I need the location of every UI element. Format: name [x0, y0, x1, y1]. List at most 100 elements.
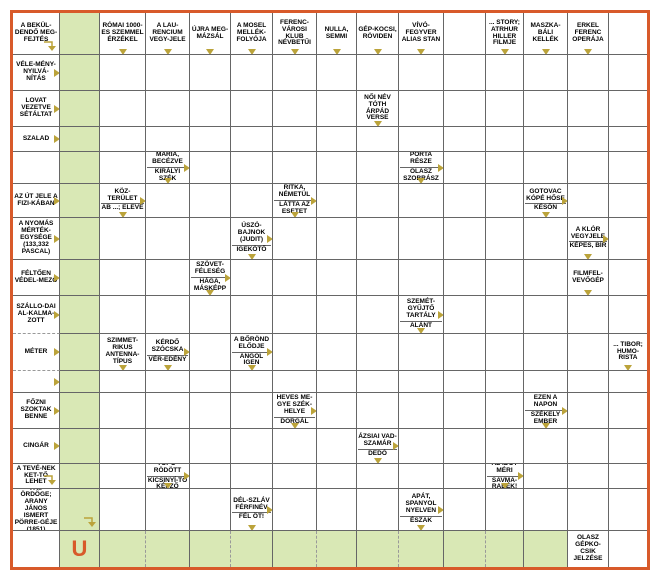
cell-r12c5 [231, 429, 273, 464]
cell-r9c2: SZIMMET-RIKUS ANTENNA-TÍPUS [100, 334, 146, 371]
cell-r13c7 [317, 464, 357, 489]
cell-r15c9 [399, 531, 444, 567]
cell-r4c12 [524, 152, 568, 184]
cell-r12c12 [524, 429, 568, 464]
cell-r7c12 [524, 260, 568, 296]
cell-r10c5 [231, 371, 273, 393]
cell-r7c9 [399, 260, 444, 296]
clue: ERKEL FERENC OPERÁJA [568, 13, 608, 54]
cell-r13c1 [60, 464, 100, 489]
cell-r11c4 [190, 393, 231, 429]
cell-r13c0: A TEVÉ-NEK KET-TŐ LEHET [13, 464, 60, 489]
cell-r13c11: AZ IDŐT MÉRISAVMA-RADÉK! [486, 464, 524, 489]
cell-r14c2 [100, 489, 146, 531]
cell-r9c8 [357, 334, 399, 371]
crossword-grid: A BEKÜL-DENDŐ MEG-FEJTÉSRÓMAI 1000-ES SZ… [10, 10, 650, 570]
clue-split: A KLÓR VEGYJELEKÉPES, BÍR [568, 218, 608, 259]
cell-r9c4 [190, 334, 231, 371]
cell-r2c9 [399, 91, 444, 127]
cell-r10c2 [100, 371, 146, 393]
cell-r11c13 [568, 393, 609, 429]
cell-r7c6 [273, 260, 317, 296]
cell-r13c6 [273, 464, 317, 489]
cell-r14c11 [486, 489, 524, 531]
cell-r7c13: FILMFEL-VEVŐGÉP [568, 260, 609, 296]
cell-r15c1: U [60, 531, 100, 567]
cell-r10c1 [60, 371, 100, 393]
clue: A MOSEL MELLÉK-FOLYÓJA [231, 13, 272, 54]
cell-r12c9 [399, 429, 444, 464]
cell-r11c3 [146, 393, 190, 429]
cell-r8c9: SZEMÉT-GYŰJTŐ TARTÁLYALÁNT [399, 296, 444, 334]
cell-r14c1 [60, 489, 100, 531]
cell-r4c8 [357, 152, 399, 184]
cell-r10c0 [13, 371, 60, 393]
cell-r14c5: DÉL-SZLÁV FÉRFINÉVFÉL ÖT! [231, 489, 273, 531]
cell-r9c1 [60, 334, 100, 371]
cell-r4c3: MÁRIA, BECÉZVEKIRÁLYI SZÉK [146, 152, 190, 184]
cell-r15c14 [609, 531, 647, 567]
cell-r2c5 [231, 91, 273, 127]
cell-r11c7 [317, 393, 357, 429]
cell-r7c7 [317, 260, 357, 296]
cell-r0c12: MASZKA-BÁLI KELLÉK [524, 13, 568, 55]
cell-r6c8 [357, 218, 399, 260]
cell-r12c4 [190, 429, 231, 464]
cell-r10c3 [146, 371, 190, 393]
cell-r0c11: ... STORY; ATRHUR HILLER FILMJE [486, 13, 524, 55]
cell-r9c7 [317, 334, 357, 371]
cell-r5c7 [317, 184, 357, 218]
cell-r4c10 [444, 152, 486, 184]
cell-r8c12 [524, 296, 568, 334]
cell-r15c3 [146, 531, 190, 567]
cell-r7c8 [357, 260, 399, 296]
clue: MÉTER [13, 334, 59, 370]
clue: NULLA, SEMMI [317, 13, 356, 54]
cell-r14c8 [357, 489, 399, 531]
cell-r13c10 [444, 464, 486, 489]
cell-r3c10 [444, 127, 486, 152]
cell-r15c0 [13, 531, 60, 567]
cell-r10c13 [568, 371, 609, 393]
cell-r7c10 [444, 260, 486, 296]
cell-r14c12 [524, 489, 568, 531]
cell-r8c13 [568, 296, 609, 334]
cell-r15c11 [486, 531, 524, 567]
cell-r9c5: A BŐRÖND ELŐDJEANGOL IGEN [231, 334, 273, 371]
cell-r3c0: SZALAD [13, 127, 60, 152]
cell-r4c5 [231, 152, 273, 184]
arrow-right-down-icon [43, 38, 57, 52]
cell-r5c6: RITKA, NÉMETÜLLÁTTA AZ ESETET [273, 184, 317, 218]
cell-r3c7 [317, 127, 357, 152]
cell-r11c10 [444, 393, 486, 429]
cell-r2c6 [273, 91, 317, 127]
clue: FÉLTŐEN VÉDEL-MEZŐ [13, 260, 59, 295]
cell-r15c13: OLASZ GÉPKO-CSIK JELZÉSE [568, 531, 609, 567]
cell-r1c7 [317, 55, 357, 91]
cell-r10c11 [486, 371, 524, 393]
cell-r6c14 [609, 218, 647, 260]
cell-r11c9 [399, 393, 444, 429]
cell-r4c0 [13, 152, 60, 184]
cell-r6c7 [317, 218, 357, 260]
cell-r2c14 [609, 91, 647, 127]
cell-r8c8 [357, 296, 399, 334]
cell-r15c4 [190, 531, 231, 567]
cell-r4c13 [568, 152, 609, 184]
cell-r9c3: KÉRDŐ SZÓCSKAVÉR-EDÉNY [146, 334, 190, 371]
cell-r13c9 [399, 464, 444, 489]
cell-r0c7: NULLA, SEMMI [317, 13, 357, 55]
cell-r14c10 [444, 489, 486, 531]
cell-r3c13 [568, 127, 609, 152]
cell-r6c4 [190, 218, 231, 260]
cell-r1c4 [190, 55, 231, 91]
cell-r2c1 [60, 91, 100, 127]
cell-r4c9: PORTA RÉSZEOLASZ SZOBRÁSZ [399, 152, 444, 184]
cell-r8c7 [317, 296, 357, 334]
cell-r1c1 [60, 55, 100, 91]
clue: A NYOMÁS MÉRTÉK-EGYSÉGE (133,332 PASCAL) [13, 218, 59, 259]
cell-r11c1 [60, 393, 100, 429]
cell-r7c11 [486, 260, 524, 296]
clue: FERENC-VÁROSI KLUB NÉVBETŰI [273, 13, 316, 54]
cell-r3c1 [60, 127, 100, 152]
